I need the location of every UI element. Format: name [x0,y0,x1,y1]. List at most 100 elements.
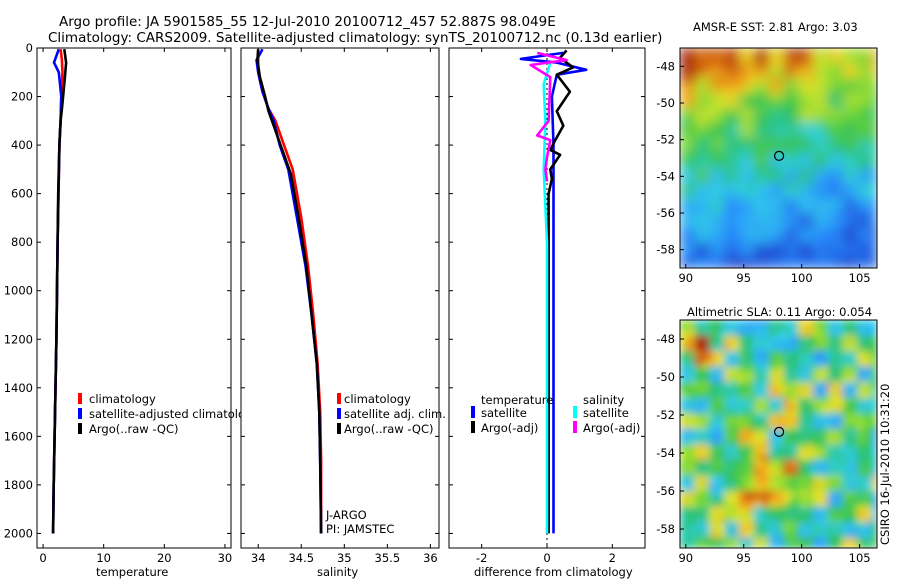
heatmap-cell [719,163,725,169]
heatmap-cell [788,248,794,254]
heatmap-cell [724,213,730,219]
heatmap-cell [832,163,839,169]
heatmap-cell [837,113,844,119]
heatmap-cell [798,506,804,513]
heatmap-cell [684,208,691,214]
heatmap-cell [768,522,775,528]
heatmap-cell [788,434,794,440]
heatmap-cell [768,485,775,492]
heatmap-cell [788,153,794,159]
heatmap-cell [739,444,745,451]
heatmap-cell [803,173,809,179]
heatmap-cell [837,392,844,399]
heatmap-cell [842,253,849,259]
heatmap-cell [734,233,740,239]
heatmap-cell [793,143,799,149]
heatmap-cell [748,98,755,104]
heatmap-cell [798,371,804,378]
heatmap-cell [817,392,824,399]
heatmap-cell [739,465,745,471]
heatmap-cell [808,48,814,54]
heatmap-cell [793,123,799,129]
heatmap-cell [778,527,785,534]
heatmap-cell [744,485,750,492]
heatmap-cell [758,532,765,539]
heatmap-cell [862,542,868,548]
heatmap-cell [817,198,824,204]
heatmap-cell [704,439,711,445]
heatmap-cell [694,392,701,399]
y-tick-label: -58 [656,243,675,257]
heatmap-cell [680,465,686,471]
heatmap-cell [729,168,735,174]
heatmap-cell [788,93,794,99]
heatmap-cell [872,434,877,440]
heatmap-cell [729,198,735,204]
heatmap-cell [822,253,829,259]
heatmap-cell [847,73,853,79]
header-line2: Climatology: CARS2009. Satellite-adjuste… [48,30,662,46]
heatmap-cell [773,118,780,124]
heatmap-cell [694,183,701,189]
y-tick-label: 400 [11,138,33,152]
heatmap-cell [694,123,701,129]
heatmap-cell [734,263,740,268]
heatmap-cell [709,408,716,414]
heatmap-cell [724,330,730,337]
heatmap-cell [709,258,716,264]
heatmap-cell [822,516,829,523]
heatmap-cell [857,330,863,337]
heatmap-cell [773,527,780,534]
heatmap-cell [822,402,829,409]
heatmap-cell [744,418,750,425]
heatmap-cell [862,213,868,219]
heatmap-cell [817,434,824,440]
heatmap-cell [832,73,839,79]
heatmap-cell [788,158,794,164]
heatmap-cell [768,537,775,544]
heatmap-cell [773,402,780,409]
heatmap-cell [822,168,829,174]
heatmap-cell [788,532,794,539]
heatmap-cell [822,491,829,497]
heatmap-cell [812,83,819,89]
heatmap-cell [872,340,877,347]
heatmap-cell [832,377,839,383]
heatmap-cell [763,108,770,114]
heatmap-cell [694,345,701,352]
heatmap-cell [857,475,863,482]
heatmap-cell [793,173,799,179]
heatmap-cell [773,444,780,451]
heatmap-cell [872,330,877,337]
heatmap-cell [729,58,735,64]
heatmap-cell [822,93,829,99]
heatmap-cell [699,434,706,440]
heatmap-cell [753,459,760,466]
heatmap-cell [832,361,839,368]
heatmap-cell [842,233,849,239]
heatmap-cell [744,78,750,84]
heatmap-cell [783,263,789,268]
heatmap-cell [817,485,824,492]
heatmap-cell [724,218,730,224]
heatmap-cell [872,113,877,119]
heatmap-cell [842,153,849,159]
heatmap-cell [847,434,853,440]
heatmap-cell [812,203,819,209]
heatmap-cell [739,228,745,234]
heatmap-cell [734,330,740,337]
heatmap-cell [842,103,849,109]
heatmap-cell [699,475,706,482]
heatmap-cell [748,423,755,430]
heatmap-cell [758,366,765,373]
heatmap-cell [822,103,829,109]
heatmap-cell [778,263,785,268]
heatmap-cell [753,103,760,109]
heatmap-cell [852,454,858,461]
heatmap-cell [763,423,770,430]
heatmap-cell [842,459,849,466]
heatmap-cell [857,173,863,179]
heatmap-cell [748,193,755,199]
heatmap-cell [862,258,868,264]
heatmap-cell [793,408,799,414]
